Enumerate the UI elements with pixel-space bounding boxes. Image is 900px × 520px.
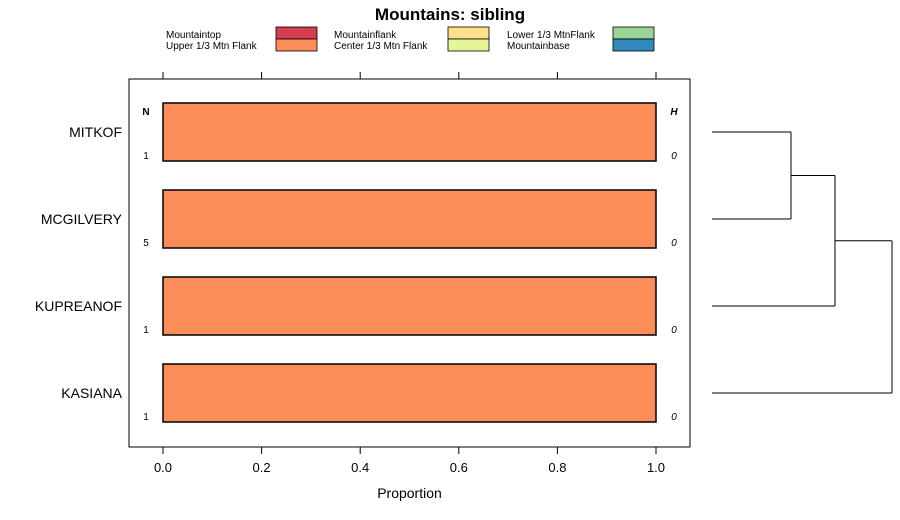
legend-swatch-mountaintop <box>275 26 318 40</box>
h-value-kasiana: 0 <box>671 412 677 423</box>
x-tick-label: 0.8 <box>548 460 566 475</box>
x-tick-label: 0.0 <box>154 460 172 475</box>
n-value-kupreanof: 1 <box>143 325 149 336</box>
legend-label-center-1-3-mtn-flank: Center 1/3 Mtn Flank <box>334 41 428 52</box>
category-labels: MITKOF MCGILVERY KUPREANOF KASIANA <box>35 124 123 401</box>
h-value-mcgilvery: 0 <box>671 238 677 249</box>
category-label-kasiana: KASIANA <box>61 385 122 401</box>
h-value-kupreanof: 0 <box>671 325 677 336</box>
x-tick-label: 0.4 <box>351 460 369 475</box>
n-header: N <box>142 107 149 118</box>
legend-swatch-lower-1-3-mtnflank <box>612 26 655 40</box>
x-axis-label: Proportion <box>377 485 442 501</box>
category-label-kupreanof: KUPREANOF <box>35 298 122 314</box>
bars <box>162 102 657 423</box>
n-h-annotations: N H1 05 01 01 0 <box>142 107 678 423</box>
bar-mitkof-upper-1-3-mtn-flank <box>162 102 657 162</box>
legend-swatch-mountainbase <box>612 38 655 52</box>
plot-frame <box>128 78 691 448</box>
legend-swatch-center-1-3-mtn-flank <box>447 38 490 52</box>
legend-label-mountaintop: Mountaintop <box>166 30 221 41</box>
x-tick-label: 1.0 <box>647 460 665 475</box>
n-value-mitkof: 1 <box>143 151 149 162</box>
bar-kupreanof-upper-1-3-mtn-flank <box>162 276 657 336</box>
n-value-mcgilvery: 5 <box>143 238 149 249</box>
x-axis: 0.0 0.2 0.4 0.6 0.8 1.0 <box>154 72 665 475</box>
legend-label-lower-1-3-mtnflank: Lower 1/3 MtnFlank <box>507 30 596 41</box>
legend-label-mountainbase: Mountainbase <box>507 41 570 52</box>
h-value-mitkof: 0 <box>671 151 677 162</box>
n-value-kasiana: 1 <box>143 412 149 423</box>
category-label-mcgilvery: MCGILVERY <box>41 211 123 227</box>
x-tick-label: 0.2 <box>253 460 271 475</box>
legend-swatch-upper-1-3-mtn-flank <box>275 38 318 52</box>
chart-title: Mountains: sibling <box>375 5 525 24</box>
bar-mcgilvery-upper-1-3-mtn-flank <box>162 189 657 249</box>
legend-label-upper-1-3-mtn-flank: Upper 1/3 Mtn Flank <box>166 41 258 52</box>
h-header: H <box>670 107 678 118</box>
dendrogram <box>712 131 893 394</box>
legend-label-mountainflank: Mountainflank <box>334 30 397 41</box>
legend-swatch-mountainflank <box>447 26 490 40</box>
x-tick-label: 0.6 <box>450 460 468 475</box>
category-label-mitkof: MITKOF <box>69 124 122 140</box>
bar-kasiana-upper-1-3-mtn-flank <box>162 363 657 423</box>
